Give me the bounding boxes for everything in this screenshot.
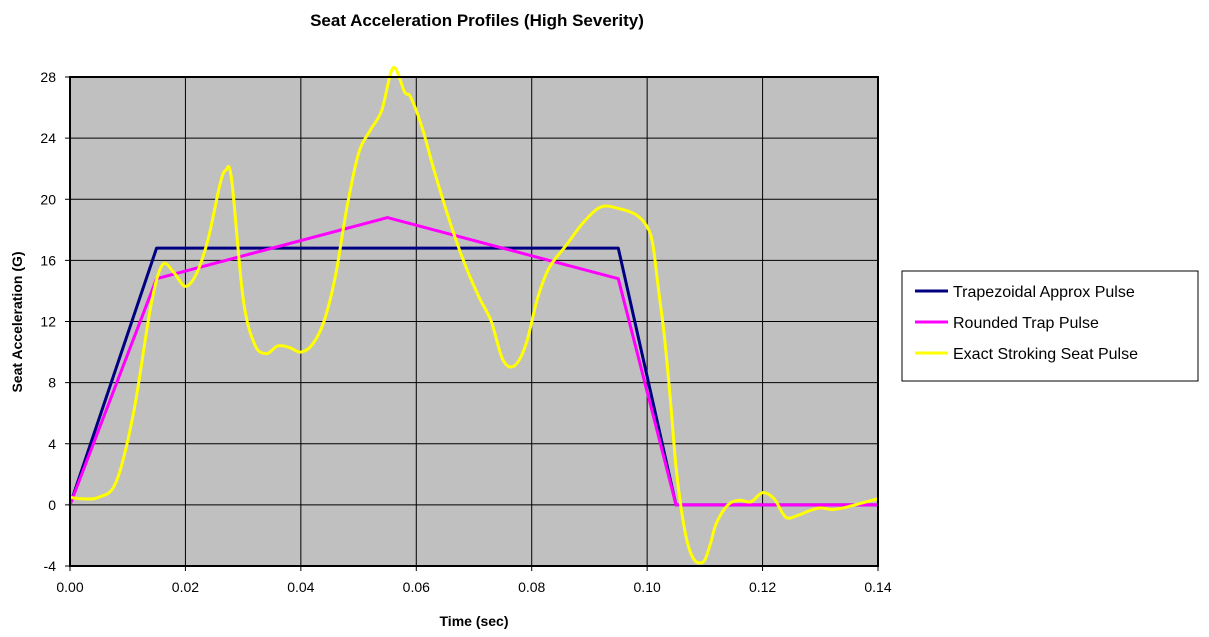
series-line-exact-stroking-seat-pulse [69, 66, 879, 565]
y-tick-label: 0 [48, 497, 56, 513]
y-axis-ticks: -4 0 4 8 12 16 20 24 28 [40, 69, 70, 574]
legend-label-trapezoidal-approx-pulse: Trapezoidal Approx Pulse [953, 284, 1135, 301]
legend-label-exact-stroking-seat-pulse: Exact Stroking Seat Pulse [953, 346, 1138, 363]
y-tick-label: -4 [44, 558, 57, 574]
x-tick-label: 0.08 [518, 579, 545, 595]
x-tick-label: 0.02 [172, 579, 199, 595]
chart-title: Seat Acceleration Profiles (High Severit… [310, 11, 644, 30]
x-axis-ticks: 0.00 0.02 0.04 0.06 0.08 0.10 0.12 0.14 [56, 566, 892, 595]
legend-label-rounded-trap-pulse: Rounded Trap Pulse [953, 315, 1099, 332]
series-line-rounded-trap-pulse [68, 216, 878, 507]
x-tick-label: 0.12 [749, 579, 776, 595]
y-tick-label: 28 [40, 69, 56, 85]
x-tick-label: 0.00 [56, 579, 83, 595]
y-axis-title: Seat Acceleration (G) [9, 251, 25, 392]
legend-box [901, 270, 1199, 382]
y-tick-label: 8 [48, 375, 56, 391]
x-axis-title: Time (sec) [440, 613, 509, 629]
y-tick-label: 12 [40, 314, 56, 330]
legend-items: Trapezoidal Approx Pulse Rounded Trap Pul… [915, 284, 1138, 363]
y-tick-label: 4 [48, 436, 56, 452]
y-tick-label: 20 [40, 191, 56, 207]
y-tick-label: 24 [40, 130, 56, 146]
series-layer [68, 66, 879, 565]
legend: Trapezoidal Approx Pulse Rounded Trap Pul… [901, 270, 1199, 382]
x-tick-label: 0.06 [403, 579, 430, 595]
y-tick-label: 16 [40, 252, 56, 268]
x-tick-label: 0.14 [864, 579, 891, 595]
x-tick-label: 0.04 [287, 579, 314, 595]
x-tick-label: 0.10 [634, 579, 661, 595]
